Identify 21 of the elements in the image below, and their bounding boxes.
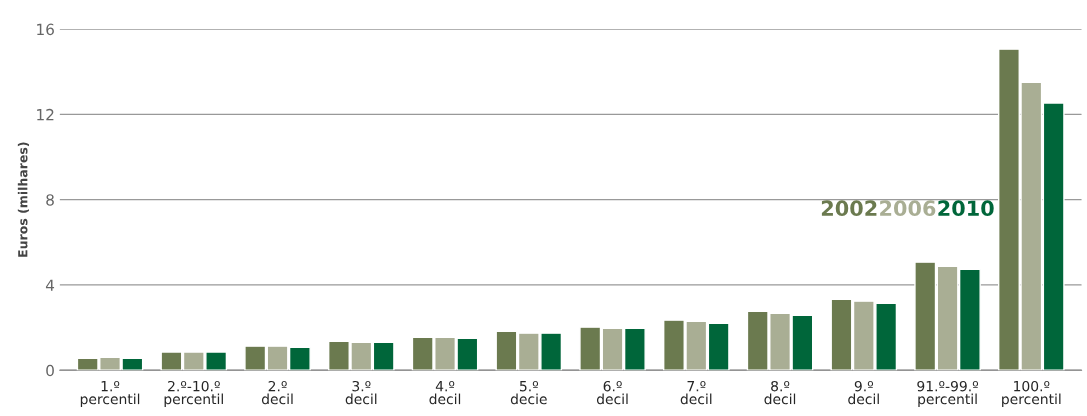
x-tick-label: 3.º decil [345,380,377,405]
x-tick-label: 4.º decil [429,380,461,405]
x-tick-label: 100.º percentil [1002,380,1061,408]
x-tick-label: 2.º-10.º percentil [164,380,223,408]
y-tick-label: 0 [46,364,54,377]
text: 2010 [938,200,994,217]
text: 2002 [821,200,877,217]
x-tick-label: 8.º decil [764,380,796,405]
y-tick-label: 8 [46,194,54,206]
y-tick-label: 16 [37,23,54,36]
text: 2006 [880,200,936,217]
y-axis-title: Euros (milhares) [17,142,29,257]
y-tick-label: 12 [37,108,54,121]
x-tick-label: 7.º decil [680,380,712,405]
x-tick-label: 6.º decil [596,380,628,405]
x-tick-label: 91.º-99.º percentil [917,380,979,408]
x-tick-label: 5.º decie [510,380,547,405]
x-tick-label: 1.º percentil [80,380,140,408]
x-tick-label: 9.º decil [848,380,879,405]
y-tick-label: 4 [45,279,55,291]
x-tick-label: 2.º decil [261,380,293,405]
